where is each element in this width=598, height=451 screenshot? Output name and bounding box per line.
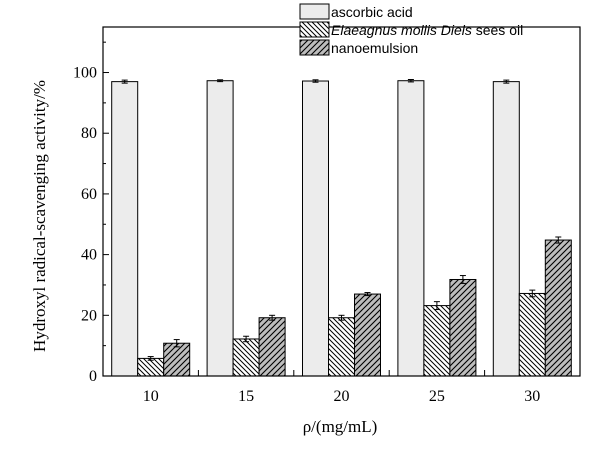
- bar-seed-oil-30: [518, 292, 546, 377]
- y-tick-label: 60: [81, 186, 97, 203]
- legend-swatch-seed-oil: [299, 21, 330, 38]
- x-tick-label: 30: [524, 388, 540, 405]
- bar-ascorbic-acid-10: [111, 81, 139, 377]
- y-tick-label: 40: [81, 247, 97, 264]
- y-tick-label: 80: [81, 125, 97, 142]
- error-bar-nanoemulsion-25: [459, 275, 466, 284]
- error-bar-nanoemulsion-30: [555, 236, 562, 244]
- bar-ascorbic-acid-30: [492, 81, 520, 377]
- error-bar-seed-oil-30: [529, 289, 536, 298]
- legend-label-seed-oil: Elaeagnus mollis Diels sees oil: [331, 22, 523, 38]
- y-tick-label: 0: [89, 368, 97, 385]
- x-tick-label: 25: [429, 388, 445, 405]
- x-tick-label: 10: [143, 388, 159, 405]
- error-bar-seed-oil-25: [433, 301, 440, 311]
- bar-nanoemulsion-20: [354, 293, 381, 377]
- error-bar-ascorbic-acid-15: [217, 79, 224, 83]
- x-tick-label: 15: [238, 388, 254, 405]
- error-bar-seed-oil-10: [147, 356, 154, 361]
- bars-layer: [111, 79, 572, 377]
- error-bar-nanoemulsion-20: [364, 292, 371, 297]
- legend-label-seed-oil-italic: Elaeagnus mollis Diels: [331, 22, 472, 38]
- legend-swatch-nanoemulsion: [299, 39, 330, 56]
- y-axis-title: Hydroxyl radical-scavenging activity/%: [30, 80, 49, 352]
- legend-label-seed-oil-rest: sees oil: [472, 22, 523, 38]
- error-bar-seed-oil-20: [338, 314, 345, 321]
- legend-label-nanoemulsion: nanoemulsion: [331, 40, 418, 56]
- bar-seed-oil-25: [423, 305, 451, 377]
- y-tick-label: 20: [81, 307, 97, 324]
- error-bar-ascorbic-acid-30: [503, 79, 510, 84]
- bar-nanoemulsion-10: [163, 342, 191, 377]
- error-bar-ascorbic-acid-10: [121, 79, 128, 84]
- legend-label-ascorbic-acid: ascorbic acid: [331, 4, 413, 20]
- x-axis-title: ρ/(mg/mL): [303, 417, 378, 436]
- legend: ascorbic acid Elaeagnus mollis Diels see…: [299, 3, 523, 56]
- bar-nanoemulsion-15: [258, 317, 286, 377]
- x-tick-label: 20: [334, 388, 350, 405]
- error-bar-nanoemulsion-15: [269, 314, 276, 321]
- bar-seed-oil-15: [232, 338, 260, 377]
- bar-seed-oil-10: [137, 357, 165, 377]
- plot-frame: [102, 26, 581, 377]
- bar-nanoemulsion-25: [449, 278, 477, 377]
- legend-swatch-ascorbic-acid: [299, 3, 330, 20]
- bar-ascorbic-acid-15: [206, 80, 234, 377]
- error-bar-nanoemulsion-10: [173, 339, 180, 348]
- axes-layer: 0 20 40 60 80 100 10 15 20 25 30: [73, 26, 581, 405]
- error-bar-ascorbic-acid-20: [312, 79, 319, 83]
- bar-ascorbic-acid-20: [302, 80, 329, 377]
- y-tick-label: 100: [73, 65, 97, 82]
- error-bar-ascorbic-acid-25: [407, 79, 414, 83]
- bar-ascorbic-acid-25: [397, 80, 425, 377]
- bar-seed-oil-20: [328, 317, 355, 377]
- bar-nanoemulsion-30: [544, 239, 572, 377]
- error-bar-seed-oil-15: [243, 335, 250, 343]
